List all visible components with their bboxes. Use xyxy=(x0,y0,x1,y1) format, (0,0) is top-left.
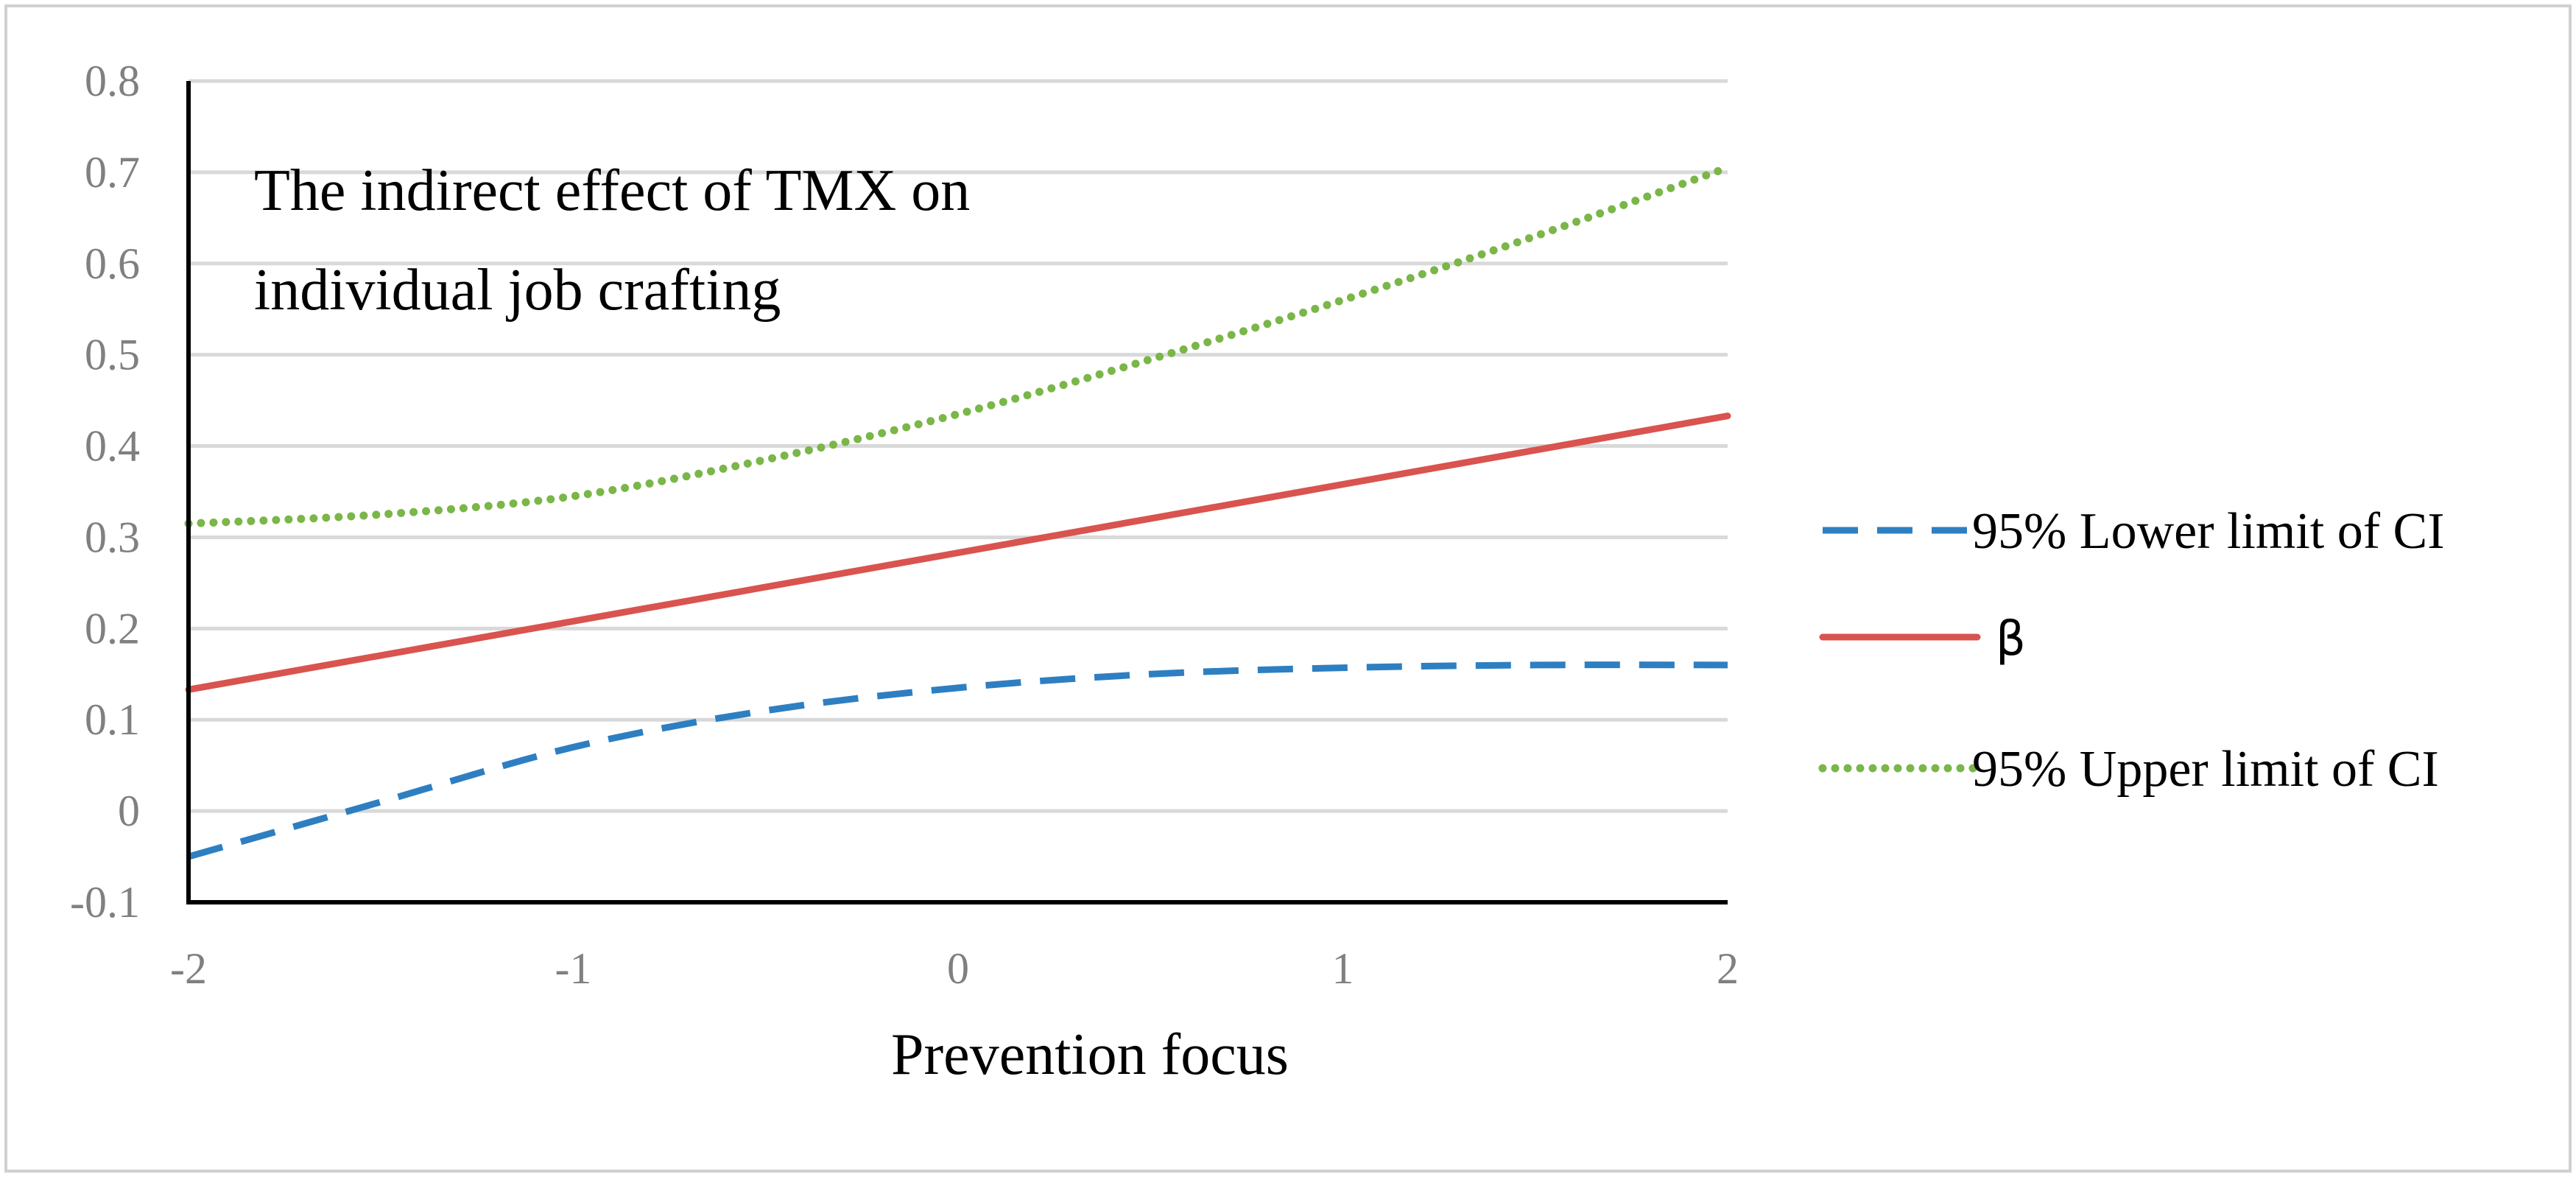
y-tick-label: 0.8 xyxy=(85,57,140,105)
annotation-line-1: The indirect effect of TMX on xyxy=(254,158,970,223)
gridlines xyxy=(189,79,1728,813)
y-tick-label: 0.6 xyxy=(85,239,140,288)
series-lower-ci-line xyxy=(187,661,1728,860)
legend-label-upper-ci-line: 95% Upper limit of CI xyxy=(1972,741,2439,798)
y-tick-label: -0.1 xyxy=(70,878,140,927)
y-tick-label: 0.4 xyxy=(85,422,140,471)
chart-frame xyxy=(4,4,2572,1173)
y-tick-label: 0.5 xyxy=(85,331,140,379)
axes xyxy=(186,81,1728,904)
x-axis-ticks: -2 -1 0 1 2 xyxy=(170,944,1739,993)
x-tick-label: 1 xyxy=(1332,944,1354,993)
y-axis-ticks: -0.1 0 0.1 0.2 0.3 0.4 0.5 0.6 0.7 0.8 xyxy=(70,57,140,927)
y-tick-label: 0.7 xyxy=(85,148,140,197)
series-upper-ci-line xyxy=(184,164,1732,528)
x-tick-label: -1 xyxy=(555,944,592,993)
legend-label-beta-line: β xyxy=(1996,612,2026,667)
x-tick-label: 0 xyxy=(947,944,969,993)
legend: 95% Lower limit of CI β 95% Upper limit of… xyxy=(1818,503,2445,798)
x-axis-label: Prevention focus xyxy=(891,1022,1289,1087)
series-beta-line xyxy=(185,412,1731,693)
y-tick-label: 0.1 xyxy=(85,695,140,744)
series-group xyxy=(184,164,1732,860)
legend-label-lower-ci-line: 95% Lower limit of CI xyxy=(1972,503,2445,560)
x-tick-label: -2 xyxy=(170,944,207,993)
x-tick-label: 2 xyxy=(1717,944,1739,993)
y-tick-label: 0.3 xyxy=(85,513,140,561)
annotation-line-2: individual job crafting xyxy=(254,258,781,323)
y-tick-label: 0.2 xyxy=(85,604,140,653)
y-tick-label: 0 xyxy=(118,787,140,835)
